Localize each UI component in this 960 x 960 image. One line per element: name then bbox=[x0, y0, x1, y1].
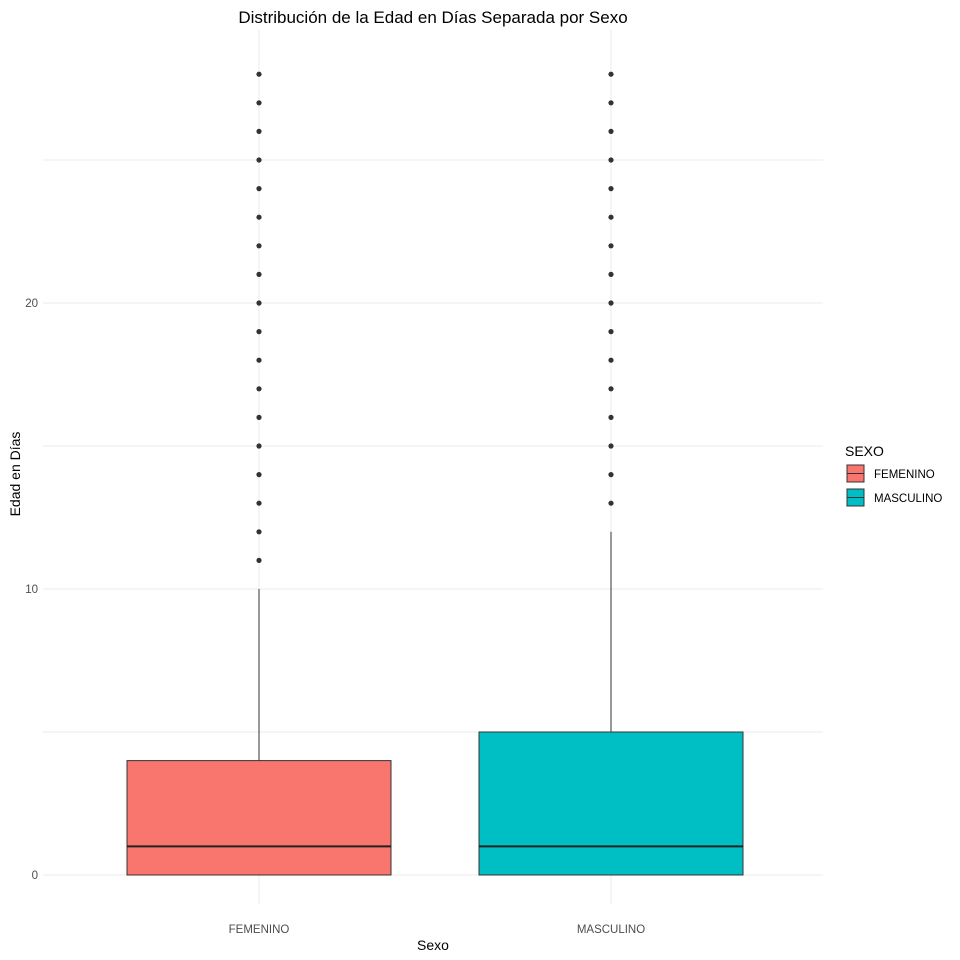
legend-label: MASCULINO bbox=[874, 493, 942, 505]
x-axis-title: Sexo bbox=[417, 937, 449, 953]
outlier-point bbox=[608, 100, 614, 106]
box-masculino bbox=[478, 731, 744, 876]
outlier-point bbox=[608, 414, 614, 420]
outlier-point bbox=[256, 243, 262, 249]
outlier-point bbox=[608, 128, 614, 134]
box-femenino bbox=[126, 760, 392, 876]
outlier-point bbox=[608, 186, 614, 192]
legend-label: FEMENINO bbox=[874, 469, 935, 481]
outlier-point bbox=[256, 71, 262, 77]
outlier-point bbox=[256, 329, 262, 335]
axis-ticks: 0 10 20 FEMENINO MASCULINO bbox=[25, 298, 645, 936]
grid-lines bbox=[43, 30, 823, 904]
outlier-point bbox=[256, 472, 262, 478]
outliers-layer bbox=[256, 71, 614, 564]
legend-title: SEXO bbox=[845, 443, 884, 459]
outlier-point bbox=[256, 357, 262, 363]
x-tick-label: FEMENINO bbox=[229, 924, 290, 936]
outlier-point bbox=[608, 386, 614, 392]
outlier-point bbox=[256, 214, 262, 220]
y-tick-label: 0 bbox=[32, 870, 38, 882]
outlier-point bbox=[256, 414, 262, 420]
outlier-point bbox=[256, 186, 262, 192]
outlier-point bbox=[608, 472, 614, 478]
y-tick-label: 20 bbox=[25, 298, 38, 310]
outlier-point bbox=[608, 357, 614, 363]
outlier-point bbox=[256, 443, 262, 449]
outlier-point bbox=[256, 500, 262, 506]
outlier-point bbox=[256, 157, 262, 163]
chart-title: Distribución de la Edad en Días Separada… bbox=[238, 8, 627, 27]
outlier-point bbox=[256, 529, 262, 535]
outlier-point bbox=[256, 271, 262, 277]
legend: SEXO FEMENINO MASCULINO bbox=[845, 443, 942, 507]
outlier-point bbox=[608, 214, 614, 220]
outlier-point bbox=[608, 300, 614, 306]
boxes-layer bbox=[126, 531, 744, 876]
outlier-point bbox=[256, 557, 262, 564]
y-tick-label: 10 bbox=[25, 584, 38, 596]
x-tick-label: MASCULINO bbox=[577, 924, 645, 936]
y-axis-title: Edad en Días bbox=[7, 432, 23, 517]
legend-item: FEMENINO bbox=[846, 464, 935, 483]
outlier-point bbox=[256, 300, 262, 306]
outlier-point bbox=[608, 243, 614, 249]
legend-items: FEMENINO MASCULINO bbox=[846, 464, 942, 507]
outlier-point bbox=[256, 386, 262, 392]
outlier-point bbox=[608, 71, 614, 77]
legend-item: MASCULINO bbox=[846, 488, 942, 507]
outlier-point bbox=[256, 100, 262, 106]
outlier-point bbox=[608, 443, 614, 449]
outlier-point bbox=[608, 271, 614, 277]
outlier-point bbox=[608, 157, 614, 163]
outlier-point bbox=[608, 329, 614, 335]
outlier-point bbox=[608, 500, 614, 506]
outlier-point bbox=[256, 128, 262, 134]
